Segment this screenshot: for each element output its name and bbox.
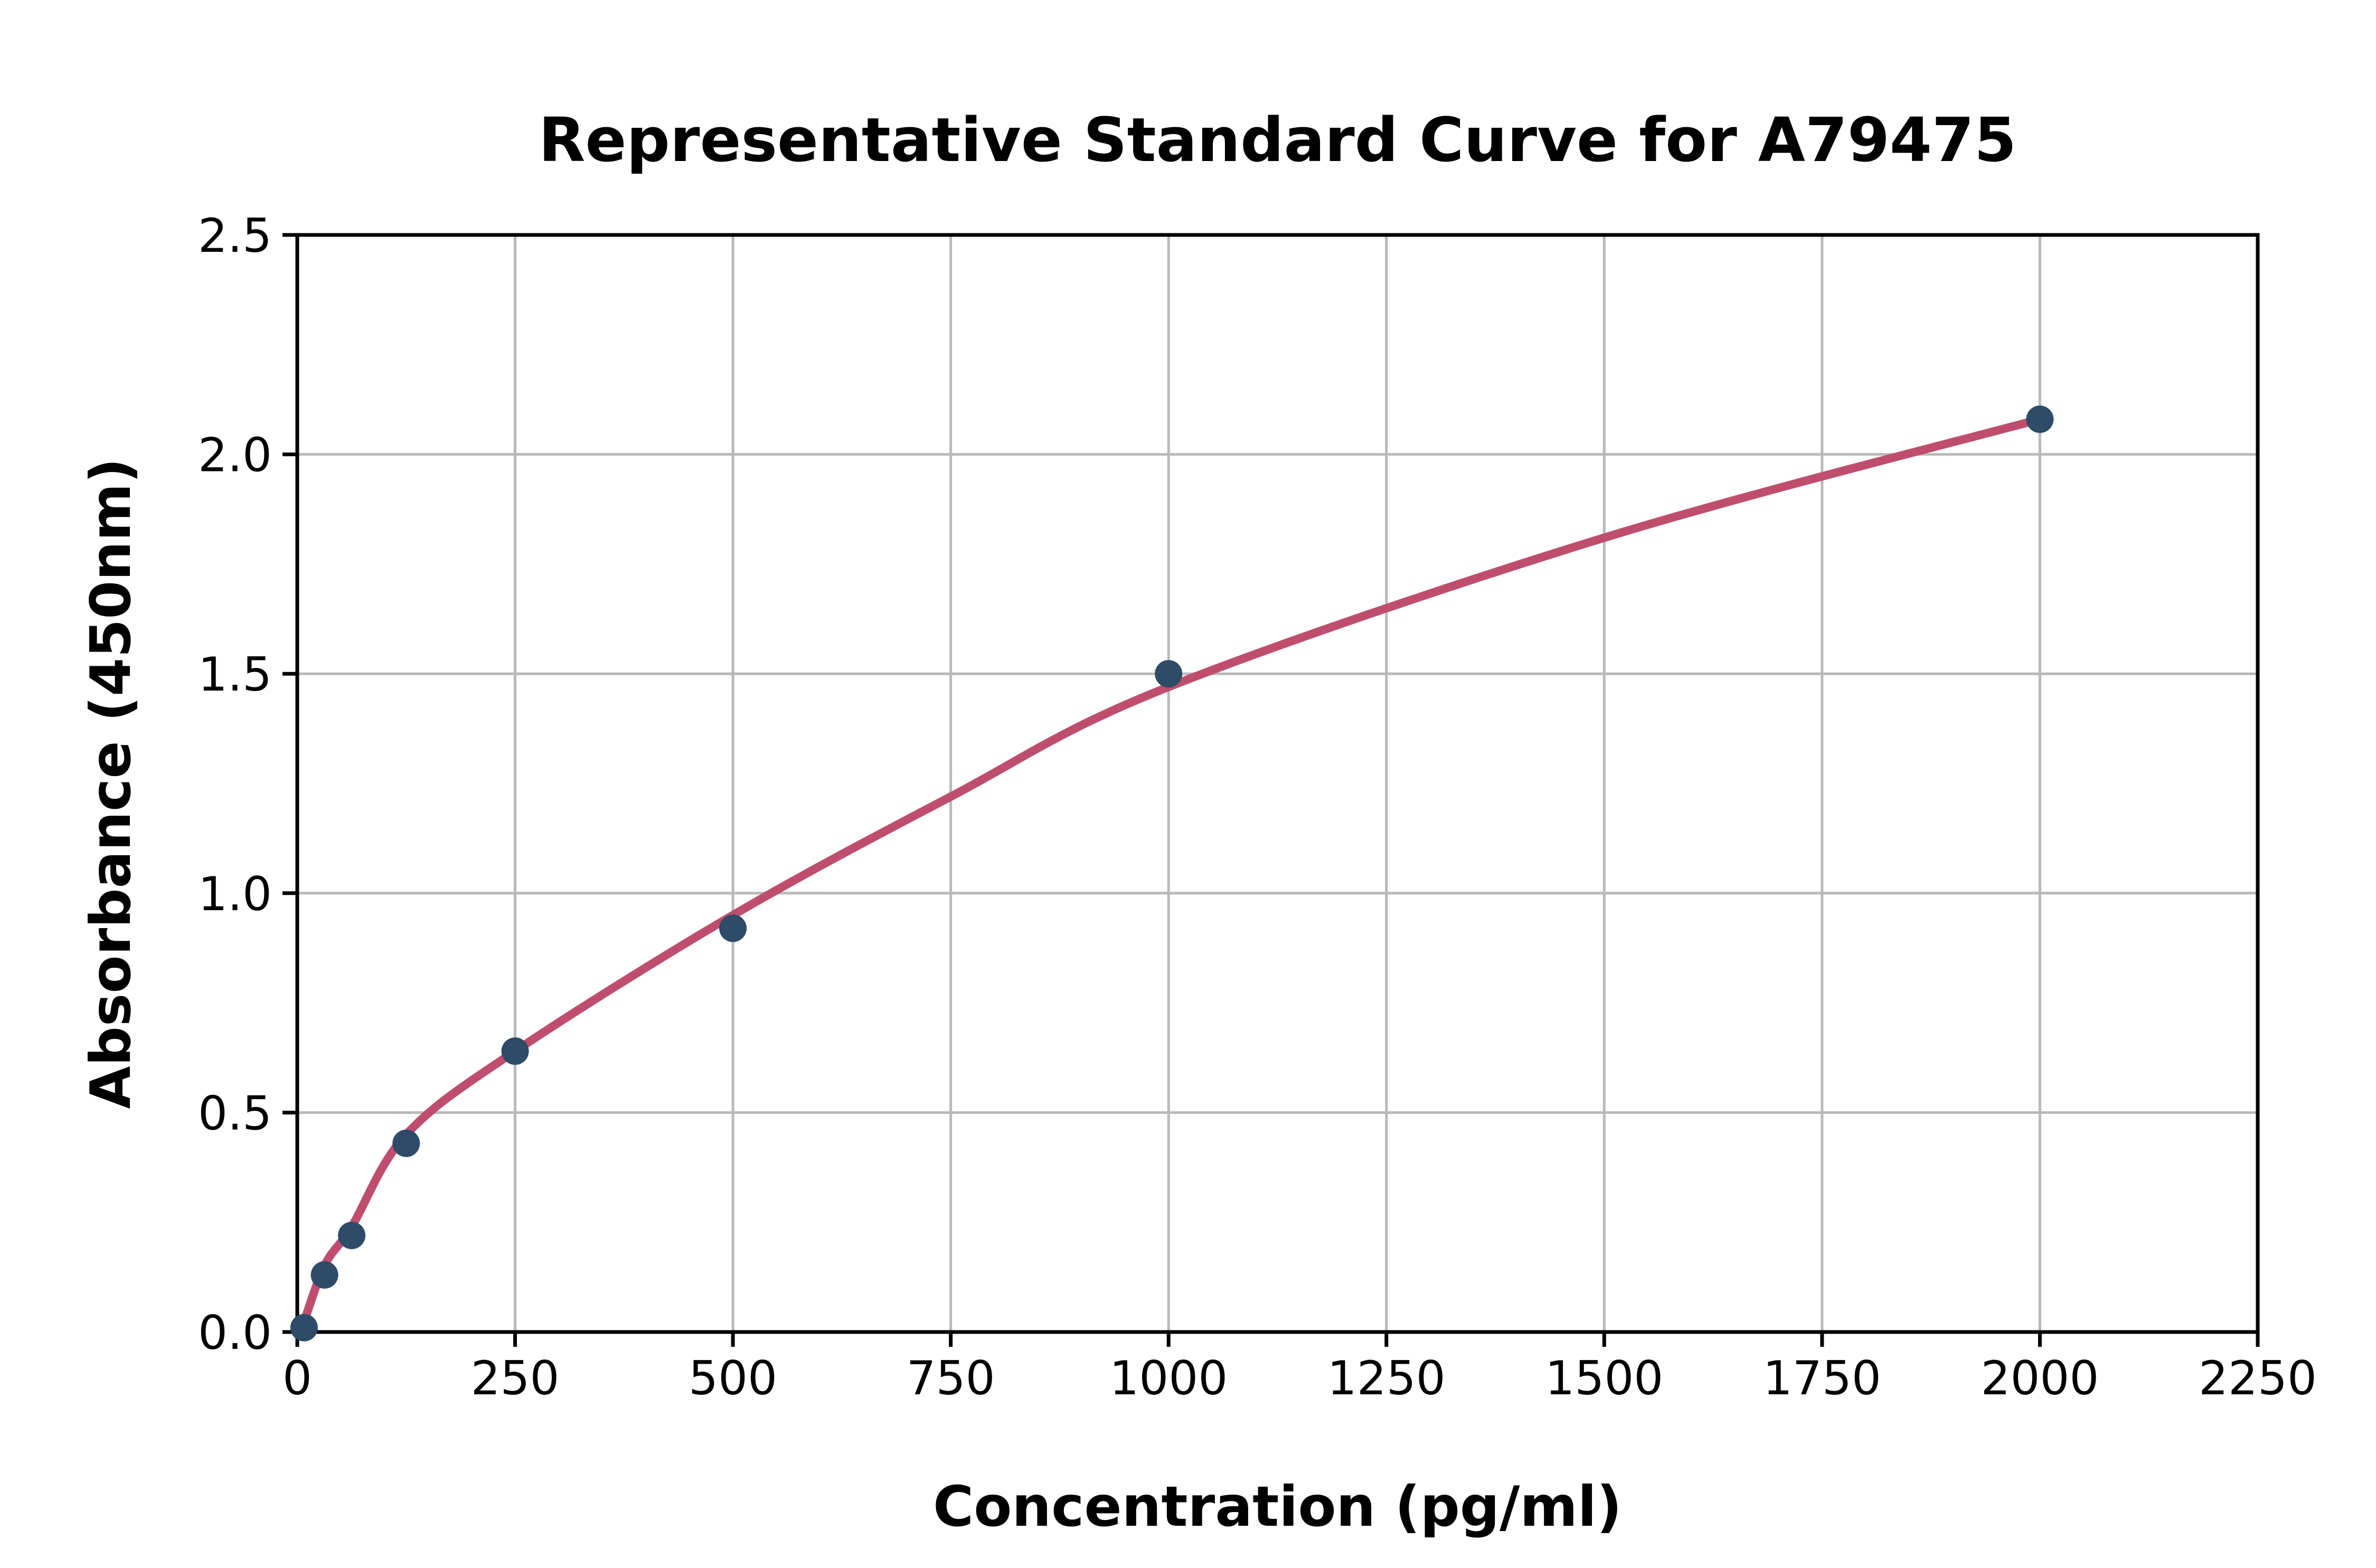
y-tick-label: 1.5 [198,647,272,702]
data-point [338,1222,366,1250]
data-point [1155,660,1183,688]
y-tick-label: 1.0 [198,867,272,921]
x-tick-label: 2000 [1981,1351,2099,1405]
data-point [290,1314,318,1342]
x-tick-label: 500 [689,1351,777,1405]
y-axis-label: Absorbance (450nm) [79,458,143,1109]
data-point [392,1129,420,1157]
y-tick-label: 2.0 [198,428,272,483]
x-tick-label: 1500 [1545,1351,1663,1405]
data-point [310,1261,338,1289]
x-axis-label: Concentration (pg/ml) [933,1475,1622,1539]
x-tick-labels: 0 250 500 750 1000 1250 1500 1750 2000 2250 [282,1351,2317,1405]
fit-curve-line [296,415,2044,1336]
data-point [719,914,747,942]
x-tick-label: 0 [282,1351,312,1405]
chart-title: Representative Standard Curve for A79475 [539,105,2016,176]
data-points [290,405,2054,1342]
axis-tick-marks [282,233,2260,1347]
y-tick-label: 0.5 [198,1086,272,1140]
data-point [2026,405,2054,433]
x-tick-label: 1250 [1327,1351,1446,1405]
x-tick-label: 1750 [1763,1351,1881,1405]
y-tick-labels: 0.0 0.5 1.0 1.5 2.0 2.5 [198,209,272,1360]
x-tick-label: 250 [471,1351,560,1405]
y-tick-label: 2.5 [198,209,272,263]
x-tick-label: 750 [907,1351,995,1405]
plot-frame [295,233,2260,1334]
x-tick-label: 2250 [2199,1351,2317,1405]
data-point [501,1037,529,1065]
x-tick-label: 1000 [1109,1351,1228,1405]
y-tick-label: 0.0 [198,1306,272,1360]
